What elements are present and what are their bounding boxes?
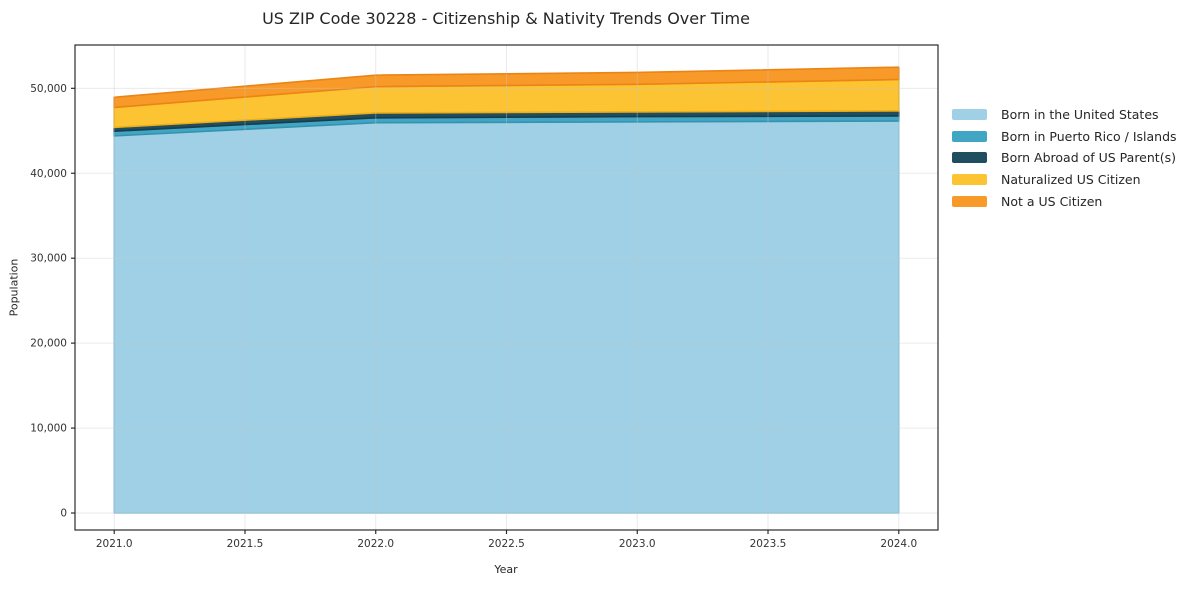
legend-label: Not a US Citizen: [1001, 193, 1103, 209]
legend-swatch-naturalized: [952, 174, 987, 186]
legend-item-not-citizen: Not a US Citizen: [952, 190, 1177, 212]
y-tick-label: 30,000: [30, 253, 67, 265]
legend-swatch-born-abroad: [952, 152, 987, 164]
x-tick-label: 2021.0: [96, 538, 133, 550]
legend-label: Naturalized US Citizen: [1001, 172, 1141, 188]
x-tick-label: 2022.5: [488, 538, 525, 550]
legend-swatch-puerto-rico: [952, 130, 987, 142]
x-tick-label: 2022.0: [357, 538, 394, 550]
y-axis-label: Population: [7, 258, 21, 317]
x-tick-label: 2021.5: [227, 538, 264, 550]
y-tick-label: 40,000: [30, 168, 67, 180]
legend-label: Born in the United States: [1001, 107, 1159, 123]
x-axis-label: Year: [494, 563, 518, 576]
y-tick-label: 0: [60, 508, 67, 520]
legend: Born in the United States Born in Puerto…: [952, 104, 1177, 212]
legend-swatch-born-in-us: [952, 109, 987, 121]
legend-swatch-not-citizen: [952, 195, 987, 207]
legend-item-born-abroad: Born Abroad of US Parent(s): [952, 147, 1177, 169]
y-tick-label: 20,000: [30, 338, 67, 350]
legend-label: Born Abroad of US Parent(s): [1001, 150, 1176, 166]
legend-item-naturalized: Naturalized US Citizen: [952, 169, 1177, 191]
y-tick-label: 10,000: [30, 423, 67, 435]
legend-item-born-in-us: Born in the United States: [952, 104, 1177, 126]
y-tick-label: 50,000: [30, 83, 67, 95]
x-tick-label: 2023.0: [619, 538, 656, 550]
chart-title: US ZIP Code 30228 - Citizenship & Nativi…: [262, 9, 750, 28]
x-tick-label: 2023.5: [750, 538, 787, 550]
legend-item-puerto-rico: Born in Puerto Rico / Islands: [952, 126, 1177, 148]
x-tick-label: 2024.0: [880, 538, 917, 550]
area-not-a-us-citizen: [113, 66, 900, 109]
legend-label: Born in Puerto Rico / Islands: [1001, 128, 1177, 144]
